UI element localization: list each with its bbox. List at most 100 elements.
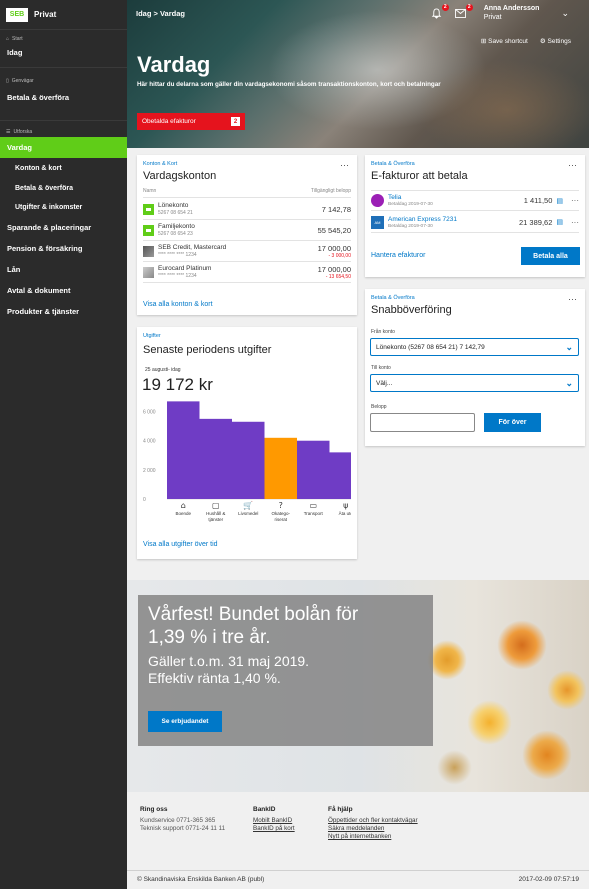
chevron-down-icon[interactable]: ⌄ — [561, 7, 569, 18]
bar-äta-ute[interactable] — [329, 452, 352, 499]
sidebar-item-idag[interactable]: Idag — [7, 48, 23, 57]
breadcrumb[interactable]: Idag > Vardag — [136, 9, 185, 18]
pay-all-button[interactable]: Betala alla — [521, 247, 580, 265]
accounts-card: Konton & Kort ··· Vardagskonton Namn Till… — [137, 155, 357, 315]
user-menu[interactable]: Anna Andersson Privat — [484, 4, 540, 22]
invoice-row[interactable]: Telia Betaldag 2019-07-30 1 411,50 ▤ ··· — [371, 190, 579, 211]
logo-row: SEB Privat — [0, 0, 127, 30]
sidebar-item-utgifter-inkomster[interactable]: Utgifter & inkomster — [15, 204, 83, 211]
opening-hours-link[interactable]: Öppettider och fler kontaktvägar — [328, 817, 418, 824]
sidebar-item-avtal[interactable]: Avtal & dokument — [7, 286, 71, 295]
more-icon[interactable]: ··· — [340, 160, 349, 170]
from-account-label: Från konto — [371, 329, 395, 335]
y-tick-label: 4 000 — [143, 439, 156, 445]
card-row[interactable]: Eurocard Platinum **** **** **** 1234 17 … — [143, 262, 351, 283]
to-account-select[interactable]: Välj... ⌄ — [370, 374, 579, 392]
secure-messages-link[interactable]: Säkra meddelanden — [328, 825, 385, 832]
bus-icon: ▭ — [309, 501, 317, 510]
promo-sub-1: Gäller t.o.m. 31 maj 2019. — [148, 653, 310, 669]
sidebar-item-lan[interactable]: Lån — [7, 265, 21, 274]
bar-boende[interactable] — [167, 401, 200, 499]
sidebar: SEB Privat ⌂ Start Idag ▯ Genvägar Betala … — [0, 0, 127, 889]
sidebar-item-konton-kort[interactable]: Konton & kort — [15, 165, 62, 172]
user-role: Privat — [483, 14, 502, 21]
y-tick-label: 2 000 — [143, 468, 156, 474]
bell-badge: 2 — [441, 4, 449, 11]
x-tick-label: Boende — [175, 511, 191, 516]
account-row[interactable]: Lönekonto 5267 08 654 21 7 142,78 — [143, 199, 351, 220]
telia-logo-icon — [371, 194, 384, 207]
unpaid-efaktura-alert[interactable]: Obetalda efakturor 2 — [137, 113, 245, 130]
bar-livsmedel[interactable] — [232, 421, 265, 499]
section-label: Privat — [34, 10, 57, 19]
alert-label: Obetalda efakturor — [142, 118, 196, 125]
show-all-expenses-link[interactable]: Visa alla utgifter över tid — [143, 541, 218, 548]
expenses-card: Utgifter Senaste periodens utgifter 25 a… — [137, 327, 357, 559]
bar-transport[interactable] — [297, 440, 330, 499]
sidebar-item-vardag[interactable]: Vardag — [0, 137, 127, 158]
sidebar-item-betala-overfora[interactable]: Betala & överföra — [15, 185, 73, 192]
chevron-down-icon: ⌄ — [565, 342, 573, 352]
bell-icon[interactable]: 2 — [430, 4, 449, 20]
hero-banner: Idag > Vardag 2 2 Anna Andersson Privat … — [127, 0, 589, 148]
promo-box: Vårfest! Bundet bolån för 1,39 % i tre å… — [138, 595, 433, 746]
page-title: Vardag — [137, 52, 211, 77]
amount-input[interactable] — [370, 413, 475, 432]
manage-efaktura-link[interactable]: Hantera efakturor — [371, 252, 426, 259]
bookmark-icon: ▯ — [6, 78, 9, 84]
efaktura-card: Betala & Överföra ··· E-fakturor att bet… — [365, 155, 585, 277]
transfer-button[interactable]: För över — [484, 413, 541, 432]
sidebar-item-produkter[interactable]: Produkter & tjänster — [7, 307, 80, 316]
news-link[interactable]: Nytt på internetbanken — [328, 833, 392, 840]
account-icon — [143, 224, 154, 236]
y-tick-label: 6 000 — [143, 410, 156, 416]
invoice-row[interactable]: AM American Express 7231 Betaldag 2019-07… — [371, 212, 579, 233]
more-icon[interactable]: ··· — [571, 196, 579, 205]
from-account-select[interactable]: Lönekonto (5267 08 654 21) 7 142,79 ⌄ — [370, 338, 579, 356]
accounts-table-header: Namn Tillgängligt belopp — [143, 188, 351, 198]
expenses-bar-chart: 0 2 000 4 000 6 000 ⌂Boende ▢Hushåll &tjänste… — [143, 401, 352, 522]
y-tick-label: 0 — [143, 497, 146, 503]
show-all-accounts-link[interactable]: Visa alla konton & kort — [143, 301, 213, 308]
bar-hushåll-tjänster[interactable] — [199, 418, 233, 499]
card-category: Betala & Överföra — [371, 295, 415, 301]
mobile-bankid-link[interactable]: Mobilt BankID — [253, 817, 293, 824]
mail-icon[interactable]: 2 — [454, 4, 473, 20]
copyright: © Skandinaviska Enskilda Banken AB (publ… — [137, 876, 265, 883]
document-icon[interactable]: ▤ — [556, 219, 563, 226]
settings-button[interactable]: ⚙ Settings — [539, 38, 571, 45]
home-icon: ⌂ — [6, 36, 10, 42]
more-icon[interactable]: ··· — [568, 294, 577, 304]
card-category: Betala & Överföra — [371, 161, 415, 167]
shortcut-bar: ⊞ Save shortcut ⚙ Settings — [481, 37, 571, 45]
card-title: Snabböverföring — [371, 304, 452, 316]
card-bankid-link[interactable]: BankID på kort — [253, 825, 295, 832]
seb-logo[interactable]: SEB — [6, 7, 28, 22]
sidebar-item-betala-overfora-shortcut[interactable]: Betala & överföra — [7, 93, 70, 102]
timestamp: 2017-02-09 07:57:19 — [518, 876, 579, 883]
cart-icon: 🛒 — [243, 500, 253, 510]
alert-count-badge: 2 — [231, 117, 240, 126]
sidebar-item-pension[interactable]: Pension & försäkring — [7, 244, 83, 253]
mail-badge: 2 — [465, 4, 473, 11]
save-shortcut-button[interactable]: ⊞ Save shortcut — [480, 38, 528, 45]
start-section-label: ⌂ Start — [6, 36, 23, 42]
shortcuts-section-label: ▯ Genvägar — [6, 78, 34, 84]
card-title: E-fakturor att betala — [371, 170, 468, 182]
amount-label: Belopp — [371, 404, 387, 410]
document-icon[interactable]: ▤ — [556, 197, 563, 205]
sidebar-item-sparande[interactable]: Sparande & placeringar — [7, 223, 92, 232]
account-row[interactable]: Familjekonto 5267 08 654 23 55 545,20 — [143, 220, 351, 241]
footer-bankid: BankID Mobilt BankID BankID på kort — [253, 806, 295, 832]
promo-sub-2: Effektiv ränta 1,40 %. — [148, 670, 281, 686]
more-icon[interactable]: ··· — [571, 217, 579, 227]
see-offer-button[interactable]: Se erbjudandet — [148, 711, 222, 732]
question-icon: ? — [279, 501, 283, 510]
x-tick-label: Hushåll & — [206, 510, 225, 516]
credit-card-icon — [143, 266, 154, 278]
card-row[interactable]: SEB Credit, Mastercard **** **** **** 123… — [143, 241, 351, 262]
more-icon[interactable]: ··· — [568, 160, 577, 170]
footer-contact: Ring oss Kundservice 0771-365 365 Teknis… — [140, 806, 226, 832]
promo-banner: Vårfest! Bundet bolån för 1,39 % i tre å… — [127, 580, 589, 792]
bar-okatego-riserat[interactable] — [264, 437, 298, 499]
